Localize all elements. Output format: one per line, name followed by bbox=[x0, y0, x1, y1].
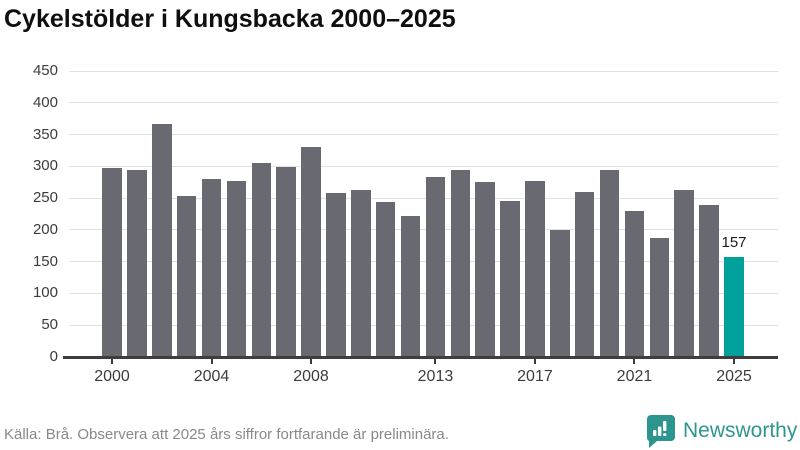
grid-line bbox=[69, 261, 778, 263]
bar bbox=[276, 166, 296, 357]
bar bbox=[450, 170, 471, 357]
grid-line bbox=[69, 229, 778, 231]
grid-line bbox=[69, 197, 778, 199]
newsworthy-wordmark: Newsworthy bbox=[683, 419, 798, 442]
bar bbox=[102, 167, 122, 357]
y-axis-tick-label: 0 bbox=[49, 348, 58, 365]
bar bbox=[351, 189, 371, 357]
x-axis-tick-mark bbox=[733, 358, 735, 364]
y-axis-tick-label: 50 bbox=[41, 316, 58, 334]
x-axis-tick-label: 2008 bbox=[293, 368, 329, 385]
bar bbox=[475, 182, 495, 357]
y-axis-tick-label: 200 bbox=[32, 220, 58, 238]
bar bbox=[649, 237, 670, 357]
grid-line bbox=[69, 165, 778, 167]
bar bbox=[525, 180, 545, 357]
grid-line bbox=[69, 70, 778, 72]
y-axis-tick-label: 300 bbox=[32, 157, 58, 175]
x-axis-tick-label: 2017 bbox=[517, 368, 553, 385]
bar bbox=[176, 195, 197, 357]
y-axis-tick-label: 400 bbox=[32, 93, 58, 111]
bar bbox=[574, 191, 595, 357]
y-axis-tick-label: 350 bbox=[32, 125, 58, 143]
y-axis-tick-label: 100 bbox=[32, 284, 58, 302]
bar bbox=[201, 179, 222, 357]
newsworthy-logo: Newsworthy bbox=[645, 414, 797, 448]
x-axis-tick-mark bbox=[310, 358, 313, 364]
grid-line bbox=[69, 134, 778, 136]
x-axis-tick-mark bbox=[633, 358, 636, 364]
chart-title: Cykelstölder i Kungsbacka 2000–2025 bbox=[4, 5, 456, 33]
bar bbox=[326, 193, 346, 357]
grid-line bbox=[69, 102, 778, 104]
source-note: Källa: Brå. Observera att 2025 års siffr… bbox=[4, 426, 449, 443]
bar bbox=[375, 201, 396, 357]
bar bbox=[301, 146, 321, 357]
bar bbox=[425, 176, 446, 357]
x-axis-tick-label: 2025 bbox=[716, 368, 752, 385]
bar bbox=[500, 201, 520, 357]
bar bbox=[674, 189, 694, 357]
bar bbox=[226, 180, 247, 357]
x-axis-tick-mark bbox=[533, 358, 536, 364]
bar bbox=[251, 162, 272, 357]
grid-line bbox=[69, 324, 778, 326]
newsworthy-logo-icon bbox=[646, 415, 675, 448]
x-axis-tick-mark bbox=[210, 358, 213, 364]
x-axis-tick-label: 2013 bbox=[417, 368, 454, 385]
x-axis-tick-label: 2021 bbox=[616, 368, 653, 385]
x-axis-tick-mark bbox=[434, 358, 437, 364]
bar bbox=[550, 229, 570, 357]
x-axis-line bbox=[63, 356, 778, 359]
bar-chart: 0 50 100 150 200 250 300 350 400 450 157 2000 2004 20… bbox=[32, 62, 778, 385]
highlight-bar bbox=[724, 257, 744, 357]
bar bbox=[127, 169, 147, 357]
x-axis-tick-mark bbox=[111, 358, 113, 364]
bar bbox=[152, 124, 172, 357]
x-axis-tick-label: 2000 bbox=[94, 368, 130, 385]
bar bbox=[599, 170, 620, 357]
bar-value-label: 157 bbox=[721, 234, 747, 252]
x-axis-tick-label: 2004 bbox=[193, 368, 230, 385]
bar bbox=[624, 210, 645, 357]
bar bbox=[699, 205, 719, 357]
bar bbox=[400, 215, 421, 357]
y-axis-tick-label: 150 bbox=[32, 252, 58, 270]
y-axis-tick-label: 250 bbox=[32, 189, 58, 207]
grid-line bbox=[69, 292, 778, 294]
y-axis-tick-label: 450 bbox=[32, 62, 58, 79]
